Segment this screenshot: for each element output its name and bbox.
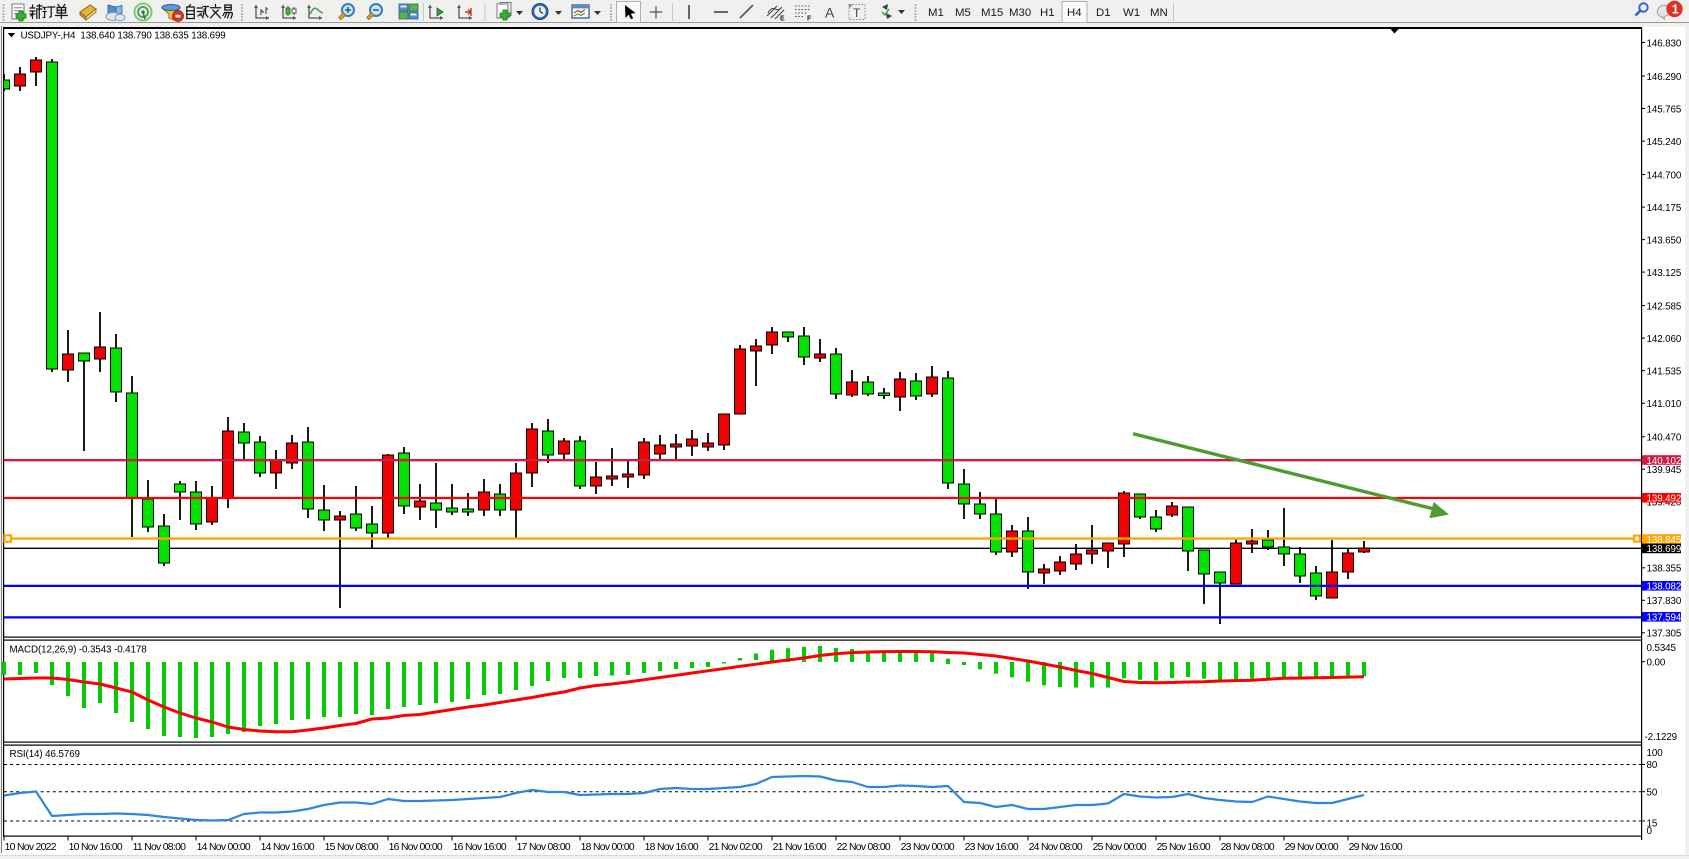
svg-text:143.650: 143.650 xyxy=(1647,235,1682,246)
svg-text:29 Nov 16:00: 29 Nov 16:00 xyxy=(1349,842,1403,853)
svg-text:16 Nov 16:00: 16 Nov 16:00 xyxy=(453,842,507,853)
svg-text:USDJPY-,H4 138.640 138.790 13: USDJPY-,H4 138.640 138.790 138.635 138.6… xyxy=(21,30,226,41)
svg-text:138.699: 138.699 xyxy=(1647,544,1682,555)
svg-text:M5: M5 xyxy=(955,7,971,19)
svg-text:137.594: 137.594 xyxy=(1647,613,1682,624)
svg-text:145.765: 145.765 xyxy=(1647,104,1682,115)
svg-text:10 Nov 2022: 10 Nov 2022 xyxy=(5,842,57,853)
svg-text:15 Nov 08:00: 15 Nov 08:00 xyxy=(325,842,379,853)
svg-text:146.290: 146.290 xyxy=(1647,72,1682,83)
svg-text:139.420: 139.420 xyxy=(1647,498,1682,509)
svg-text:50: 50 xyxy=(1647,787,1658,798)
svg-text:29 Nov 00:00: 29 Nov 00:00 xyxy=(1285,842,1339,853)
svg-text:21 Nov 02:00: 21 Nov 02:00 xyxy=(709,842,763,853)
svg-text:146.830: 146.830 xyxy=(1647,38,1682,49)
svg-text:E: E xyxy=(780,16,785,23)
svg-text:22 Nov 08:00: 22 Nov 08:00 xyxy=(837,842,891,853)
svg-text:MACD(12,26,9) -0.3543 -0.4178: MACD(12,26,9) -0.3543 -0.4178 xyxy=(10,644,148,655)
svg-text:M1: M1 xyxy=(928,7,944,19)
svg-text:139.492: 139.492 xyxy=(1647,494,1682,505)
svg-text:140.102: 140.102 xyxy=(1647,456,1682,467)
svg-text:10 Nov 16:00: 10 Nov 16:00 xyxy=(69,842,123,853)
svg-text:142.585: 142.585 xyxy=(1647,301,1682,312)
svg-text:18 Nov 00:00: 18 Nov 00:00 xyxy=(581,842,635,853)
svg-text:24 Nov 08:00: 24 Nov 08:00 xyxy=(1029,842,1083,853)
svg-text:138.845: 138.845 xyxy=(1647,535,1682,546)
svg-text:MN: MN xyxy=(1150,7,1168,19)
svg-text:23 Nov 16:00: 23 Nov 16:00 xyxy=(965,842,1019,853)
svg-text:25 Nov 16:00: 25 Nov 16:00 xyxy=(1157,842,1211,853)
svg-text:137.305: 137.305 xyxy=(1647,629,1682,640)
svg-text:140.470: 140.470 xyxy=(1647,433,1682,444)
svg-text:M15: M15 xyxy=(981,7,1003,19)
svg-text:23 Nov 00:00: 23 Nov 00:00 xyxy=(901,842,955,853)
svg-text:11 Nov 08:00: 11 Nov 08:00 xyxy=(133,842,187,853)
svg-text:18 Nov 16:00: 18 Nov 16:00 xyxy=(645,842,699,853)
svg-text:RSI(14) 46.5769: RSI(14) 46.5769 xyxy=(10,749,80,760)
svg-text:-2.1229: -2.1229 xyxy=(1645,732,1678,743)
svg-text:80: 80 xyxy=(1647,760,1658,771)
svg-text:D1: D1 xyxy=(1096,7,1111,19)
svg-text:W1: W1 xyxy=(1123,7,1140,19)
svg-text:A: A xyxy=(825,5,835,21)
svg-text:144.700: 144.700 xyxy=(1647,170,1682,181)
svg-text:141.010: 141.010 xyxy=(1647,399,1682,410)
svg-text:21 Nov 16:00: 21 Nov 16:00 xyxy=(773,842,827,853)
svg-text:28 Nov 08:00: 28 Nov 08:00 xyxy=(1221,842,1275,853)
svg-text:17 Nov 08:00: 17 Nov 08:00 xyxy=(517,842,571,853)
svg-text:138.355: 138.355 xyxy=(1647,564,1682,575)
svg-text:0.5345: 0.5345 xyxy=(1647,643,1677,654)
svg-text:144.175: 144.175 xyxy=(1647,203,1682,214)
svg-text:15: 15 xyxy=(1647,818,1658,829)
svg-text:141.535: 141.535 xyxy=(1647,367,1682,378)
svg-text:T: T xyxy=(853,6,861,20)
svg-text:F: F xyxy=(807,16,812,23)
svg-text:100: 100 xyxy=(1647,748,1664,759)
svg-text:0: 0 xyxy=(1647,826,1653,837)
svg-text:1: 1 xyxy=(1672,3,1679,17)
svg-text:25 Nov 00:00: 25 Nov 00:00 xyxy=(1093,842,1147,853)
svg-text:137.830: 137.830 xyxy=(1647,596,1682,607)
svg-text:14 Nov 00:00: 14 Nov 00:00 xyxy=(197,842,251,853)
svg-text:142.060: 142.060 xyxy=(1647,334,1682,345)
svg-text:143.125: 143.125 xyxy=(1647,268,1682,279)
svg-text:16 Nov 00:00: 16 Nov 00:00 xyxy=(389,842,443,853)
svg-text:M30: M30 xyxy=(1009,7,1031,19)
svg-text:0.00: 0.00 xyxy=(1647,657,1666,668)
svg-text:139.945: 139.945 xyxy=(1647,465,1682,476)
svg-text:H4: H4 xyxy=(1067,7,1082,19)
svg-text:138.082: 138.082 xyxy=(1647,582,1682,593)
svg-text:H1: H1 xyxy=(1040,7,1055,19)
svg-text:14 Nov 16:00: 14 Nov 16:00 xyxy=(261,842,315,853)
svg-text:145.240: 145.240 xyxy=(1647,137,1682,148)
